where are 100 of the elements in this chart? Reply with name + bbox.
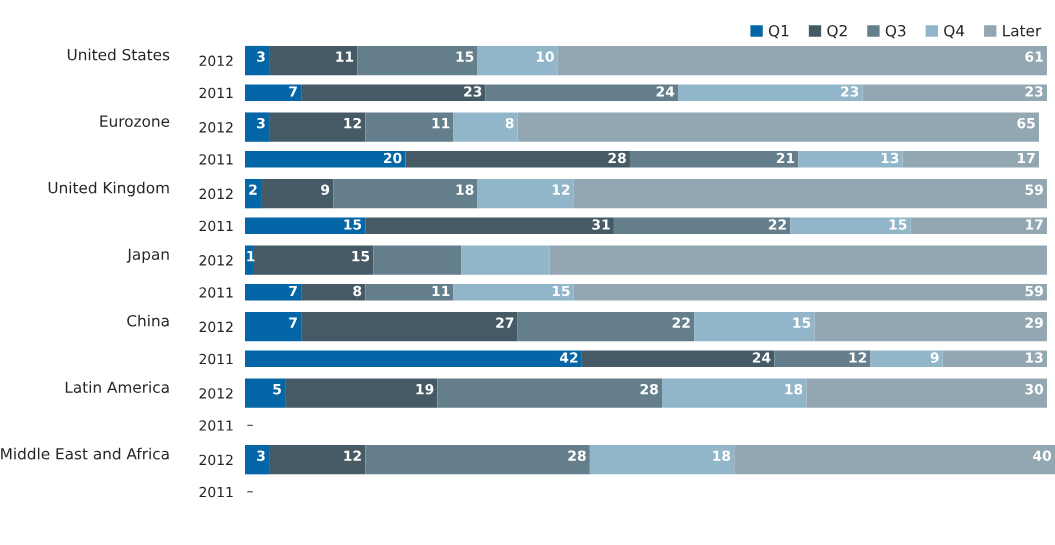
data-label: 61 xyxy=(1025,51,1043,62)
data-label: 12 xyxy=(552,184,570,195)
data-label: 18 xyxy=(785,383,803,395)
bar xyxy=(253,245,374,275)
y-tick-label: 2012 xyxy=(199,388,233,399)
data-label: 9 xyxy=(930,352,939,363)
data-label: 40 xyxy=(1033,450,1052,461)
data-label: 28 xyxy=(568,450,586,461)
bar xyxy=(453,112,518,142)
data-label: 21 xyxy=(776,152,795,164)
y-tick-label: 2011 xyxy=(199,287,233,298)
data-label: 15 xyxy=(889,219,907,230)
bar xyxy=(269,445,366,475)
data-label: 22 xyxy=(768,219,786,230)
text: United States xyxy=(67,48,170,61)
data-label: 9 xyxy=(321,184,330,195)
data-label: 11 xyxy=(432,285,450,297)
bar xyxy=(589,445,735,475)
bar xyxy=(357,45,478,76)
text: Middle East and Africa xyxy=(1,447,169,460)
bar xyxy=(365,112,454,142)
bar xyxy=(373,245,462,275)
y-tick-label: 2011 xyxy=(199,220,233,232)
legend-label: Q3 xyxy=(885,24,906,39)
text: China xyxy=(127,314,169,327)
bar xyxy=(269,45,358,76)
data-label: 7 xyxy=(289,86,297,97)
bar xyxy=(477,45,558,76)
data-label: 15 xyxy=(793,317,811,328)
y-tick-label: 2011 xyxy=(199,486,233,498)
text: Japan xyxy=(126,248,169,263)
data-label: 22 xyxy=(672,317,690,328)
data-label: 59 xyxy=(1025,184,1043,195)
text: United Kingdom xyxy=(48,181,169,197)
text: – xyxy=(247,424,253,426)
y-tick-label: 2012 xyxy=(199,454,233,466)
data-label: 23 xyxy=(841,86,859,97)
data-label: 15 xyxy=(456,51,474,62)
data-label: 13 xyxy=(881,152,899,164)
data-label: 11 xyxy=(336,51,354,62)
bar xyxy=(245,45,270,76)
data-label: 28 xyxy=(640,383,658,395)
data-label: 23 xyxy=(1025,86,1043,97)
data-label: 23 xyxy=(464,86,482,97)
data-label: 27 xyxy=(496,317,514,328)
data-label: 65 xyxy=(1017,117,1035,129)
data-label: 31 xyxy=(592,219,610,230)
bar xyxy=(694,311,815,342)
data-label: 18 xyxy=(456,184,474,195)
y-tick-label: 2012 xyxy=(199,255,233,266)
bar xyxy=(734,445,1055,475)
bar xyxy=(549,245,1047,275)
text: – xyxy=(247,491,253,493)
data-label: 17 xyxy=(1026,219,1043,230)
data-label: 20 xyxy=(383,152,402,164)
data-label: 11 xyxy=(432,118,450,129)
data-label: 28 xyxy=(608,152,626,164)
data-label: 13 xyxy=(1026,352,1043,363)
bar xyxy=(333,178,478,209)
data-label: 8 xyxy=(505,117,514,129)
y-tick-label: 2011 xyxy=(199,353,233,365)
data-label: 24 xyxy=(752,352,771,363)
bar xyxy=(245,378,286,408)
data-label: 19 xyxy=(416,383,434,395)
y-tick-label: 2012 xyxy=(199,55,233,67)
data-label: 5 xyxy=(273,384,281,395)
data-label: 12 xyxy=(344,117,361,129)
data-label: 8 xyxy=(353,285,362,297)
y-tick-label: 2011 xyxy=(199,420,233,431)
data-label: 3 xyxy=(257,51,265,62)
data-label: 10 xyxy=(536,51,554,62)
bar xyxy=(285,378,438,408)
text: Latin America xyxy=(65,381,169,394)
bar xyxy=(557,45,1047,76)
bar xyxy=(662,378,807,408)
y-tick-label: 2011 xyxy=(199,154,233,165)
bar xyxy=(269,112,366,142)
bar xyxy=(517,311,695,342)
data-label: 3 xyxy=(257,117,265,129)
y-tick-label: 2012 xyxy=(199,188,233,200)
bar xyxy=(365,445,590,475)
bar xyxy=(245,311,302,342)
data-label: 30 xyxy=(1025,383,1044,395)
data-label: 7 xyxy=(289,285,297,297)
data-label: 3 xyxy=(257,450,265,461)
bar xyxy=(517,112,1039,142)
bar xyxy=(477,178,574,209)
y-tick-label: 2012 xyxy=(199,122,233,133)
data-label: 29 xyxy=(1025,317,1043,328)
legend-label: Q4 xyxy=(944,24,965,39)
data-label: 7 xyxy=(289,317,297,328)
bar xyxy=(261,178,334,209)
data-label: 42 xyxy=(559,352,578,363)
data-label: 15 xyxy=(552,285,570,297)
bar xyxy=(245,112,270,142)
legend-label: Q1 xyxy=(768,24,789,39)
legend-label: Q2 xyxy=(827,24,847,39)
bar xyxy=(806,378,1047,408)
data-label: 12 xyxy=(344,450,361,461)
data-label: 17 xyxy=(1017,152,1035,164)
